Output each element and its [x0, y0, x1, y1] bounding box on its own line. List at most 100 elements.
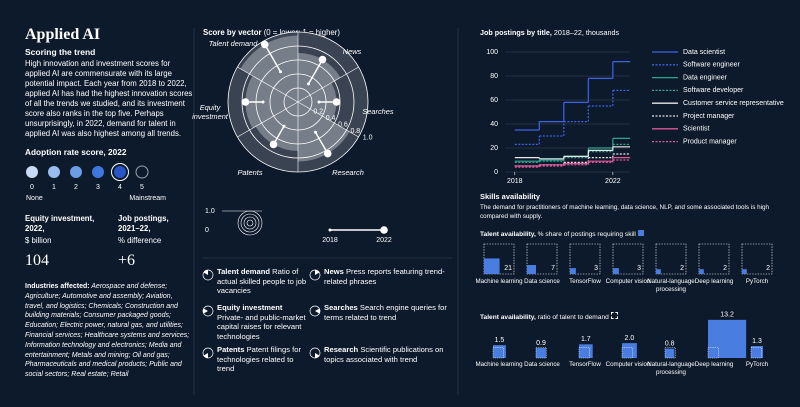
reference: [492, 347, 504, 359]
icon: [610, 312, 618, 319]
definition-name: Equity investment: [217, 303, 283, 312]
square: [527, 265, 536, 274]
ratio-title: Talent availability, ratio of talent to …: [480, 312, 618, 321]
x-label: PyTorch: [745, 361, 769, 368]
x-label: Data science: [524, 278, 560, 285]
def-icon-wedge: [315, 270, 320, 275]
frame: [526, 243, 558, 275]
square: [484, 258, 500, 274]
y-tick-label: 100: [486, 49, 498, 56]
definition-text: Patent filings for technologies related …: [217, 345, 302, 374]
line-title-main: Job postings by title,: [480, 28, 552, 37]
legend-label: 2018: [322, 237, 338, 244]
intro-text: High innovation and investment scores fo…: [25, 59, 193, 138]
value-label: 1.7: [581, 336, 591, 343]
definition-text: Search engine queries for terms related …: [324, 303, 447, 322]
reference: [621, 347, 633, 359]
start-dot: [279, 70, 282, 74]
frame: [612, 243, 644, 275]
scale-ring: [243, 216, 257, 230]
frame: [655, 243, 687, 275]
legend-dot: [328, 228, 332, 232]
polar-wedge: [245, 75, 298, 129]
legend-label: Scientist: [683, 126, 710, 133]
adoption-label: 5: [140, 184, 144, 191]
line-subtitle: 2018–22, thousands: [553, 28, 620, 37]
square: [699, 269, 704, 274]
adoption-score: [111, 163, 129, 181]
metric-unit: $ billion: [25, 236, 52, 245]
square: [708, 319, 747, 358]
scale-ring: [246, 219, 254, 227]
value-label: 1.5: [495, 337, 505, 344]
polar-category: News: [342, 47, 362, 56]
square: [613, 268, 619, 274]
end-dot: [318, 55, 327, 64]
polar-ring-label: 1.0: [363, 135, 373, 142]
polar-wedge: [298, 53, 341, 102]
scale-ring: [237, 210, 263, 236]
polar-category: Talent demand: [208, 39, 258, 48]
polar-category: Equity investment: [192, 103, 228, 121]
square: [665, 348, 675, 358]
definition: Searches Search engine queries for terms…: [324, 303, 452, 322]
adoption-dot: [92, 166, 104, 178]
adoption-dot: [70, 166, 82, 178]
reference: [750, 347, 762, 359]
definition-text: Scientific publications on topics associ…: [324, 345, 444, 364]
polar-category: Searches: [362, 107, 394, 116]
polar-spoke: [237, 101, 299, 138]
square: [742, 269, 747, 274]
definition-name: Searches: [324, 303, 358, 312]
adoption-dot: [135, 165, 149, 179]
adoption-dot: [48, 166, 60, 178]
square: [536, 348, 546, 358]
end-dot: [332, 98, 341, 106]
scale-label: 0: [205, 227, 209, 234]
adoption-label: 4: [118, 184, 122, 191]
value-label: 2.0: [625, 335, 635, 342]
adoption-label: 0: [30, 184, 34, 191]
x-label: TensorFlow: [569, 361, 601, 368]
polar-ring-label: 0.4: [326, 115, 336, 122]
value-label: 21: [504, 265, 512, 272]
y-tick-label: 80: [490, 73, 498, 80]
frame: [698, 243, 730, 275]
polar-category: Research: [332, 168, 364, 177]
legend-dot: [380, 226, 388, 234]
value-label: 13.2: [720, 312, 734, 319]
def-icon-wedge: [203, 308, 208, 314]
change-line: [307, 59, 324, 85]
x-label: Data science: [524, 361, 560, 368]
start-dot: [314, 130, 317, 134]
polar-wedge: [240, 35, 298, 102]
value-label: 1.3: [752, 338, 762, 345]
metric-value: 104: [25, 252, 49, 269]
y-tick-label: 60: [490, 97, 498, 104]
frame: [483, 243, 515, 275]
legend-label: 2022: [376, 237, 392, 244]
square: [570, 268, 576, 274]
polar-ring-label: 0.2: [313, 108, 323, 115]
metric-title: Equity investment, 2022,: [25, 214, 95, 233]
start-dot: [307, 82, 310, 86]
skills-title: Skills availability: [480, 192, 541, 201]
polar-category: Patents: [237, 168, 263, 177]
definition: Equity investment Private- and public-ma…: [217, 303, 307, 341]
scale-label: 1.0: [205, 208, 215, 215]
skills-text: The demand for practitioners of machine …: [480, 204, 770, 220]
legend-label: Software developer: [683, 87, 744, 94]
legend-label: Product manager: [683, 138, 737, 145]
metric-value: +6: [118, 252, 136, 269]
industries-text: Aerospace and defense; Agriculture; Auto…: [25, 283, 190, 379]
def-icon-wedge: [315, 353, 320, 358]
y-tick-label: 20: [490, 145, 498, 152]
end-dot: [323, 149, 332, 158]
def-icon-wedge: [203, 270, 208, 275]
start-dot: [261, 100, 265, 104]
value-label: 7: [551, 265, 555, 272]
polar-wedge: [255, 102, 298, 151]
change-line: [314, 131, 329, 154]
